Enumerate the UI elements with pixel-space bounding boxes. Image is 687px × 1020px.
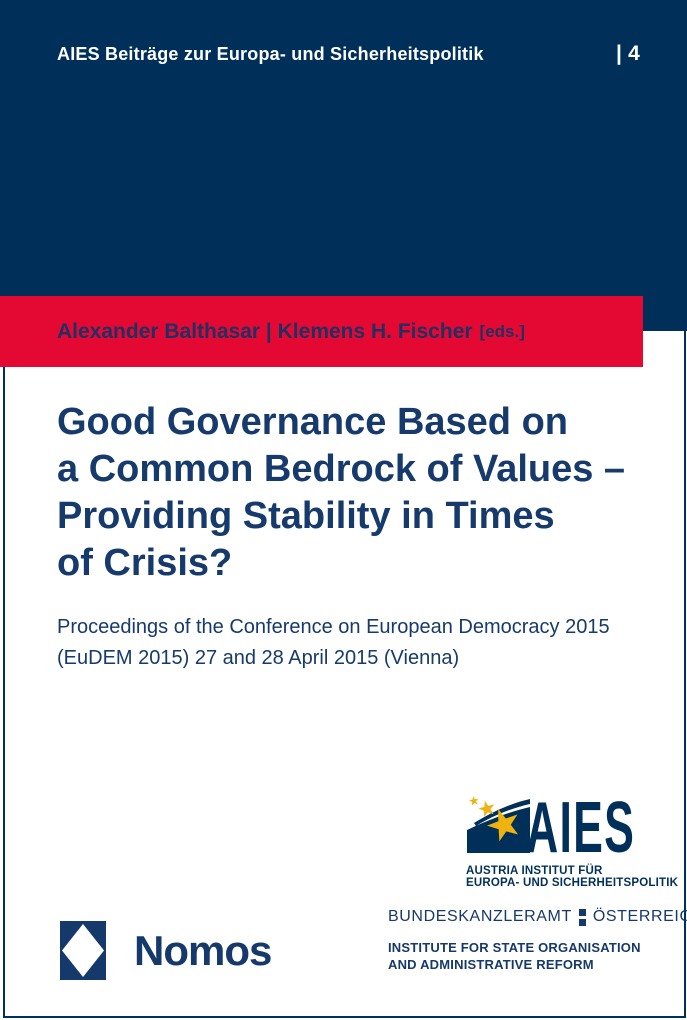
- aies-logo-block: AIES AUSTRIA INSTITUT FÜR EUROPA- UND SI…: [466, 787, 678, 889]
- aies-flag-stripe: [474, 799, 530, 826]
- bka-institute: INSTITUTE FOR STATE ORGANISATION AND ADM…: [388, 940, 687, 973]
- subtitle-line: (EuDEM 2015) 27 and 28 April 2015 (Vienn…: [57, 647, 460, 669]
- title-line: a Common Bedrock of Values –: [57, 448, 626, 490]
- book-title: Good Governance Based on a Common Bedroc…: [57, 399, 625, 587]
- series-header: AIES Beiträge zur Europa- und Sicherheit…: [57, 42, 640, 66]
- bka-squares-icon: [578, 908, 586, 926]
- bka-institute-line: AND ADMINISTRATIVE REFORM: [388, 956, 594, 972]
- nomos-wordmark: Nomos: [134, 926, 272, 974]
- aies-star-small-icon: [468, 795, 480, 806]
- title-line: Providing Stability in Times: [57, 495, 555, 537]
- bka-country: ÖSTERREICH: [592, 908, 687, 925]
- editors-band: Alexander Balthasar | Klemens H. Fischer…: [0, 296, 643, 367]
- aies-wordmark: AIES: [526, 795, 635, 857]
- editors-names: Alexander Balthasar | Klemens H. Fischer: [57, 319, 473, 343]
- title-line: of Crisis?: [57, 542, 233, 584]
- aies-caption-line: AUSTRIA INSTITUT FÜR: [466, 865, 603, 877]
- nomos-logo-block: Nomos: [60, 921, 272, 980]
- nomos-diamond-icon: [60, 921, 106, 980]
- editors-suffix: [eds.]: [479, 321, 525, 341]
- series-title: AIES Beiträge zur Europa- und Sicherheit…: [57, 44, 484, 64]
- bka-institute-line: INSTITUTE FOR STATE ORGANISATION: [388, 940, 641, 955]
- top-navy-panel: AIES Beiträge zur Europa- und Sicherheit…: [0, 0, 687, 331]
- bka-header-line: BUNDESKANZLERAMT ÖSTERREICH: [388, 908, 687, 926]
- aies-caption-line: EUROPA- UND SICHERHEITSPOLITIK: [466, 877, 679, 889]
- bka-block: BUNDESKANZLERAMT ÖSTERREICH INSTITUTE FO…: [388, 908, 687, 973]
- aies-logo: AIES: [467, 787, 635, 868]
- series-volume: | 4: [616, 42, 640, 65]
- aies-caption: AUSTRIA INSTITUT FÜR EUROPA- UND SICHERH…: [466, 865, 678, 889]
- book-subtitle: Proceedings of the Conference on Europea…: [57, 612, 610, 674]
- title-line: Good Governance Based on: [57, 401, 568, 443]
- subtitle-line: Proceedings of the Conference on Europea…: [57, 616, 610, 638]
- bka-name: BUNDESKANZLERAMT: [388, 908, 572, 925]
